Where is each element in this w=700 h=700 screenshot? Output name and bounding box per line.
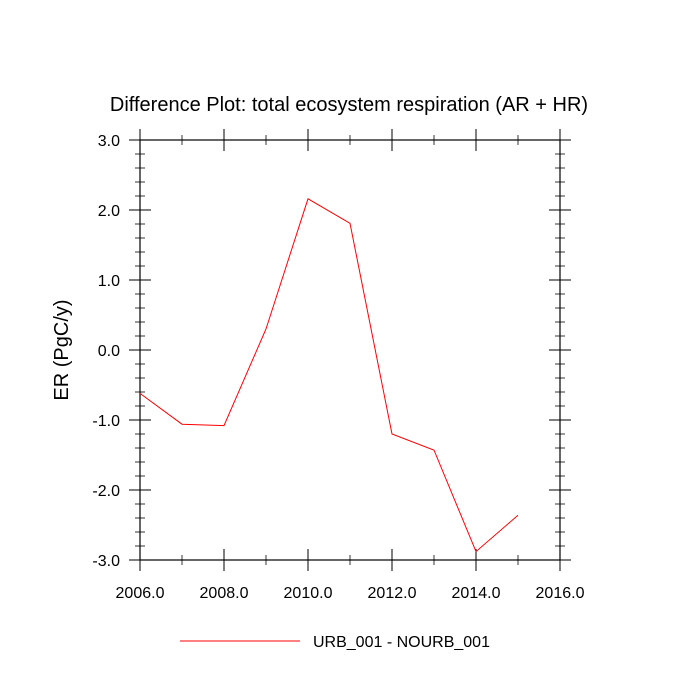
y-tick-labels: 3.0 2.0 1.0 0.0 -1.0 -2.0 -3.0 [92, 133, 120, 570]
x-tick-label: 2008.0 [200, 585, 249, 602]
major-ticks [129, 129, 571, 571]
x-tick-label: 2012.0 [368, 585, 417, 602]
y-tick-label: -2.0 [92, 483, 120, 500]
x-tick-labels: 2006.0 2008.0 2010.0 2012.0 2014.0 2016.0 [116, 585, 585, 602]
series-layer [139, 198, 519, 553]
y-tick-label: -1.0 [92, 413, 120, 430]
plot-frame [139, 139, 561, 561]
y-tick-label: 3.0 [98, 133, 120, 150]
x-tick-label: 2010.0 [284, 585, 333, 602]
y-axis-label: ER (PgC/y) [51, 299, 73, 400]
legend-label: URB_001 - NOURB_001 [313, 634, 490, 651]
legend: URB_001 - NOURB_001 [180, 634, 490, 651]
series-line [139, 198, 519, 553]
x-tick-label: 2014.0 [452, 585, 501, 602]
x-tick-label: 2006.0 [116, 585, 165, 602]
y-tick-label: 1.0 [98, 273, 120, 290]
minor-ticks [135, 135, 565, 565]
chart-title: Difference Plot: total ecosystem respira… [110, 94, 588, 116]
y-tick-label: 2.0 [98, 203, 120, 220]
y-tick-label: -3.0 [92, 553, 120, 570]
x-tick-label: 2016.0 [536, 585, 585, 602]
y-tick-label: 0.0 [98, 343, 120, 360]
